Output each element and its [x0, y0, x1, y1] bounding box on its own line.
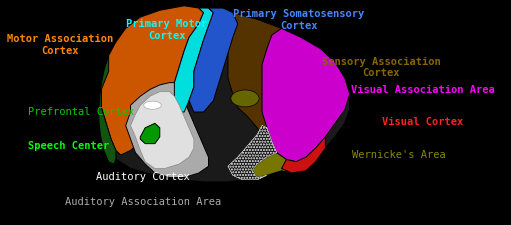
Polygon shape: [141, 124, 160, 144]
Text: Sensory Association
Cortex: Sensory Association Cortex: [322, 56, 440, 78]
Text: Visual Cortex: Visual Cortex: [382, 117, 463, 126]
Ellipse shape: [231, 90, 259, 107]
Text: Auditory Association Area: Auditory Association Area: [64, 196, 221, 206]
Polygon shape: [252, 153, 291, 178]
Polygon shape: [228, 126, 276, 180]
Circle shape: [144, 102, 161, 110]
Text: Primary Somatosensory
Cortex: Primary Somatosensory Cortex: [233, 9, 364, 31]
Text: Auditory Cortex: Auditory Cortex: [96, 172, 190, 182]
Text: Speech Center: Speech Center: [28, 140, 109, 150]
Text: Wernicke's Area: Wernicke's Area: [352, 149, 445, 159]
Polygon shape: [130, 92, 194, 169]
Polygon shape: [228, 126, 276, 180]
Polygon shape: [189, 9, 238, 112]
Polygon shape: [99, 56, 116, 164]
Polygon shape: [126, 83, 208, 178]
Polygon shape: [282, 137, 326, 173]
Polygon shape: [101, 7, 203, 155]
Text: Prefrontal Cortex: Prefrontal Cortex: [28, 106, 134, 116]
Polygon shape: [262, 29, 350, 162]
Polygon shape: [174, 9, 214, 112]
Text: Motor Association
Cortex: Motor Association Cortex: [7, 34, 113, 55]
Text: Primary Motor
Cortex: Primary Motor Cortex: [126, 19, 207, 41]
Polygon shape: [223, 9, 350, 151]
Polygon shape: [99, 7, 350, 182]
Text: Visual Association Area: Visual Association Area: [351, 85, 495, 95]
